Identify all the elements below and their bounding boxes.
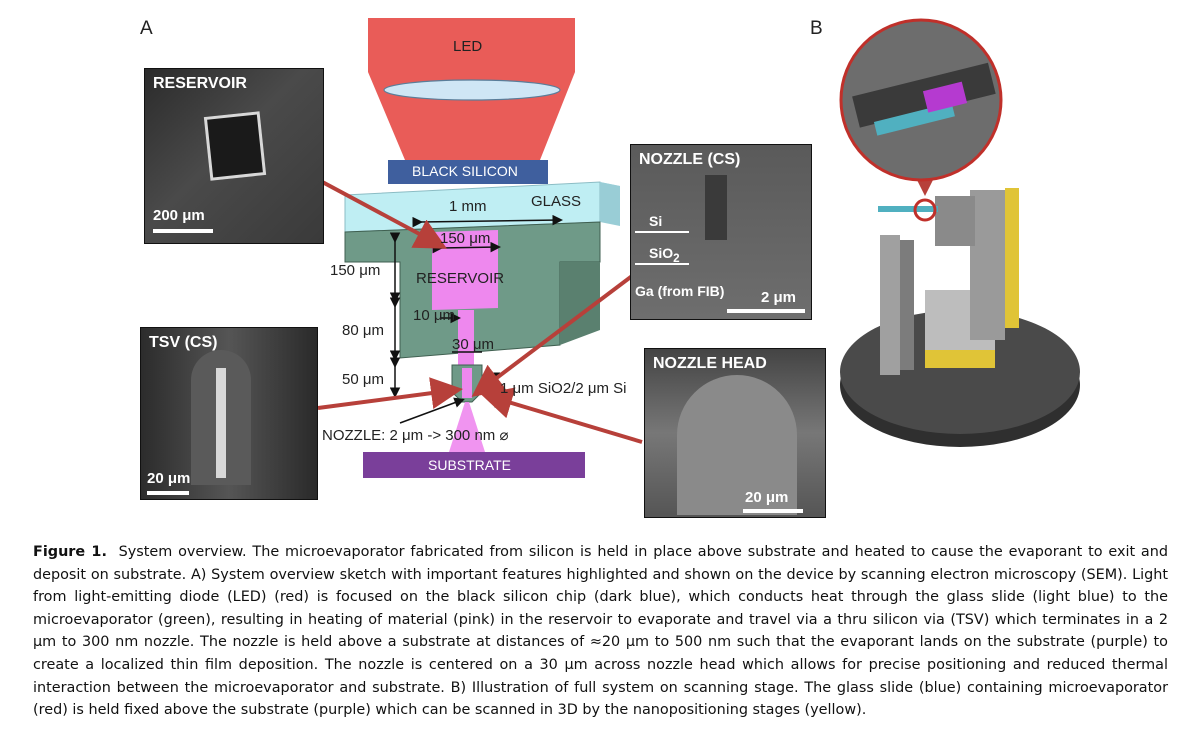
sem-nozzle-head-title: NOZZLE HEAD <box>653 355 767 372</box>
panel-a-label: A <box>140 18 153 39</box>
reservoir-label: RESERVOIR <box>416 270 505 287</box>
nozzle-note: NOZZLE: 2 μm -> 300 nm ⌀ <box>322 427 509 444</box>
panel-b-label: B <box>810 18 823 39</box>
dim-80um: 80 μm <box>342 322 384 339</box>
black-silicon-chip <box>388 160 548 184</box>
glass-label: GLASS <box>531 193 582 210</box>
led-label: LED <box>453 38 483 55</box>
sem-reservoir-title: RESERVOIR <box>153 75 247 92</box>
substrate-label: SUBSTRATE <box>428 457 511 473</box>
black-silicon-label: BLACK SILICON <box>412 163 518 179</box>
arrow-tsv <box>317 377 463 410</box>
sem-tsv-title: TSV (CS) <box>149 334 218 351</box>
arrow-nozzle-head <box>480 387 643 444</box>
sio2-label: SiO2 <box>649 245 680 265</box>
sem-nozzle-head-scale: 20 μm <box>745 489 789 506</box>
dim-1mm: 1 mm <box>449 198 487 215</box>
dim-50um: 50 μm <box>342 371 384 388</box>
sem-reservoir: RESERVOIR 200 μm <box>144 68 324 244</box>
figure-caption-text: System overview. The microevaporator fab… <box>33 544 1169 719</box>
sem-reservoir-scale: 200 μm <box>153 207 205 224</box>
figure-label: Figure 1. <box>33 544 107 560</box>
arrow-nozzle-cs <box>471 268 642 397</box>
sem-tsv: TSV (CS) 20 μm <box>140 327 318 500</box>
evaporant-plume <box>449 402 485 452</box>
substrate <box>363 452 585 478</box>
sem-nozzle-cs: NOZZLE (CS) Si SiO2 Ga (from FIB) 2 μm <box>630 144 812 320</box>
dim-150um-width: 150 μm <box>440 230 491 247</box>
dim-10um: 10 μm <box>413 307 455 324</box>
system-sketch <box>299 18 1080 478</box>
dim-150um: 150 μm <box>330 262 381 279</box>
si-label: Si <box>649 213 663 229</box>
ga-label: Ga (from FIB) <box>635 283 725 299</box>
dim-30um: 30 μm <box>452 336 494 353</box>
sem-nozzle-cs-title: NOZZLE (CS) <box>639 151 741 168</box>
sem-nozzle-head: NOZZLE HEAD 20 μm <box>644 348 826 518</box>
lens <box>383 79 561 101</box>
layer-note: 1 μm SiO2/2 μm Si <box>500 380 627 397</box>
figure-caption: Figure 1. System overview. The microevap… <box>33 541 1168 722</box>
stage-illustration <box>839 18 1080 447</box>
sem-tsv-scale: 20 μm <box>147 470 191 487</box>
sem-nozzle-cs-scale: 2 μm <box>761 289 797 306</box>
